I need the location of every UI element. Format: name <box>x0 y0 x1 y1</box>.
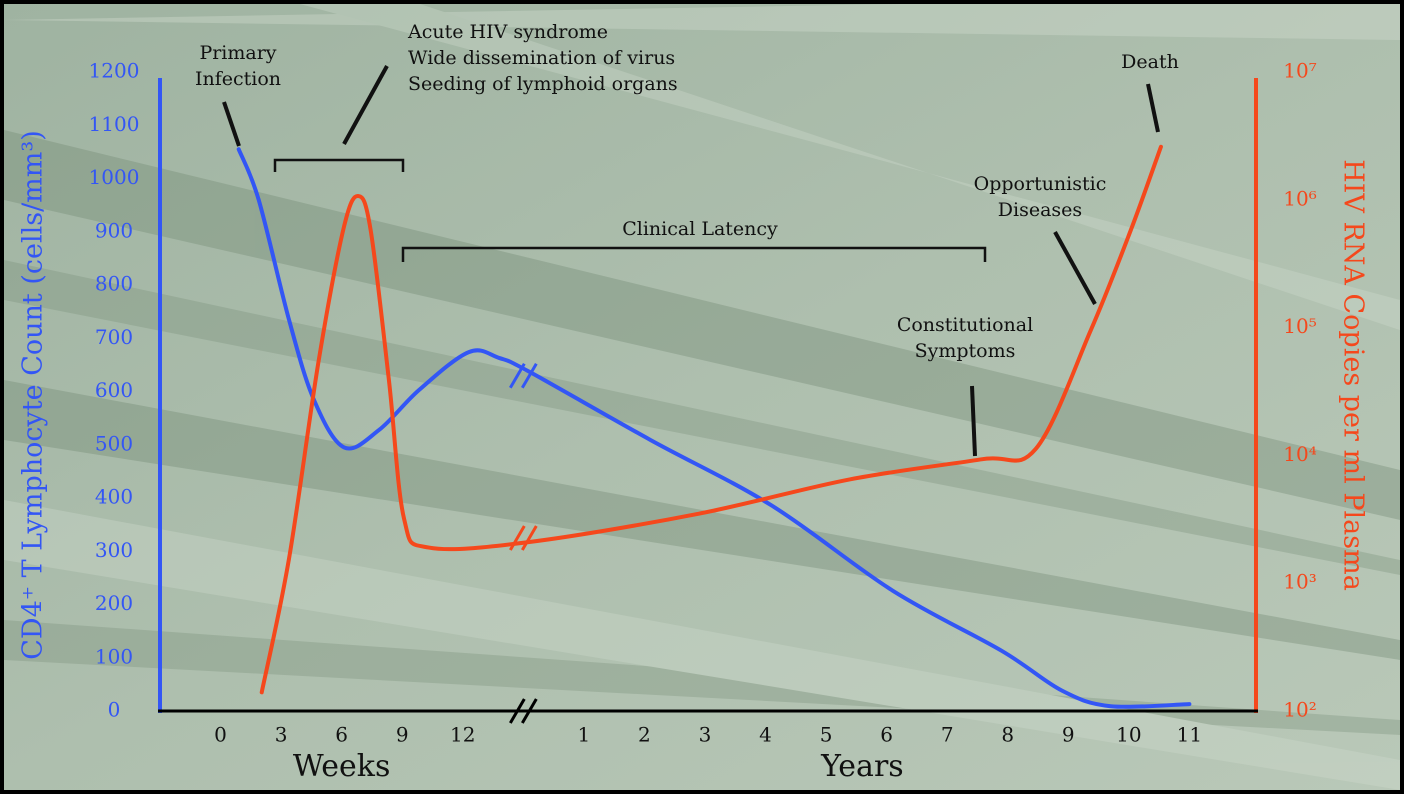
annotation: Constitutional <box>897 314 1033 336</box>
x-tick-label: 1 <box>578 723 591 747</box>
x-tick-label: 8 <box>1001 723 1014 747</box>
x-tick-label: 9 <box>1062 723 1075 747</box>
x-group-label: Weeks <box>293 749 390 784</box>
leader-lines <box>222 65 1160 457</box>
y-tick-label: 500 <box>95 431 133 455</box>
y-tick-label: 200 <box>95 591 133 615</box>
annotation: Opportunistic <box>974 173 1107 195</box>
x-tick-label: 7 <box>941 723 954 747</box>
y2-tick-label: 10² <box>1283 698 1316 722</box>
annotation: Seeding of lymphoid organs <box>408 73 678 95</box>
y2-tick-label: 10³ <box>1283 570 1316 594</box>
annotation: Acute HIV syndrome <box>407 21 608 43</box>
series-line <box>259 144 1163 695</box>
axis-break <box>509 698 526 724</box>
x-tick-label: 12 <box>450 723 475 747</box>
x-tick-label: 10 <box>1116 723 1141 747</box>
y2-tick-label: 10⁵ <box>1283 314 1316 338</box>
x-tick-label: 0 <box>214 723 227 747</box>
x-tick-label: 3 <box>699 723 712 747</box>
x-tick-label: 6 <box>880 723 893 747</box>
x-tick-label: 4 <box>759 723 772 747</box>
annotation: Death <box>1121 51 1179 73</box>
x-tick-label: 11 <box>1177 723 1202 747</box>
y-tick-label: 1100 <box>89 112 140 136</box>
y-tick-label: 700 <box>95 325 133 349</box>
x-tick-label: 5 <box>820 723 833 747</box>
y-tick-label: 1000 <box>89 165 140 189</box>
annotation: Diseases <box>998 199 1082 221</box>
y2-tick-label: 10⁷ <box>1283 59 1316 83</box>
x-tick-label: 9 <box>396 723 409 747</box>
series-line <box>236 147 1192 709</box>
y-tick-label: 600 <box>95 378 133 402</box>
x-tick-label: 2 <box>638 723 651 747</box>
axis-break <box>521 363 538 389</box>
x-tick-label: 6 <box>335 723 348 747</box>
annotation: Wide dissemination of virus <box>408 47 675 69</box>
y-tick-label: 0 <box>108 698 121 722</box>
y-tick-label: 100 <box>95 644 133 668</box>
axis-break <box>521 698 538 724</box>
axis-break <box>521 525 538 551</box>
y-tick-label: 400 <box>95 485 133 509</box>
axis-break <box>509 363 526 389</box>
y-tick-label: 300 <box>95 538 133 562</box>
annotation: Primary <box>199 42 276 64</box>
annotation: Infection <box>195 68 281 90</box>
y2-tick-label: 10⁶ <box>1283 186 1316 210</box>
axis-break <box>509 525 526 551</box>
y-axis-title: CD4⁺ T Lymphocyte Count (cells/mm³) <box>18 130 49 659</box>
x-tick-label: 3 <box>275 723 288 747</box>
y-tick-label: 800 <box>95 272 133 296</box>
annotation: Symptoms <box>915 340 1016 362</box>
brackets <box>273 158 987 262</box>
y2-tick-label: 10⁴ <box>1283 442 1316 466</box>
x-group-label: Years <box>820 749 904 784</box>
annotation: Clinical Latency <box>622 218 778 240</box>
y-tick-label: 900 <box>95 218 133 242</box>
y2-axis-title: HIV RNA Copies per ml Plasma <box>1338 159 1369 591</box>
y-tick-label: 1200 <box>89 59 140 83</box>
